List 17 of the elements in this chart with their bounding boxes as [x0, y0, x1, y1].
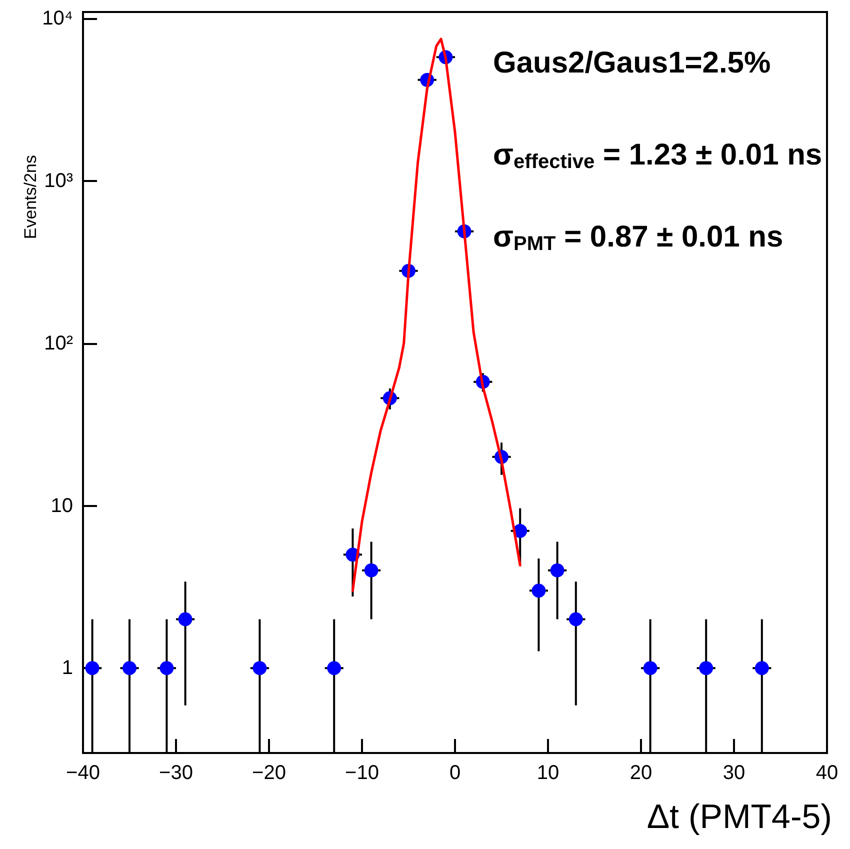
- y-tick-label: 10²: [44, 332, 74, 354]
- x-tick-label: 0: [449, 762, 461, 784]
- y-axis-title: Events/2ns: [21, 154, 40, 240]
- y-tick-label: 10: [50, 494, 73, 517]
- x-tick-label: 40: [816, 762, 838, 784]
- x-tick-label: −10: [345, 762, 379, 784]
- x-tick-label: −30: [159, 762, 193, 784]
- x-tick-label: 30: [722, 762, 746, 784]
- y-tick-label: 1: [62, 657, 73, 680]
- x-tick-label: 20: [630, 762, 652, 784]
- x-tick-label: 10: [536, 762, 560, 784]
- x-axis-title: Δt (PMT4-5): [646, 798, 832, 836]
- annotation: Gaus2/Gaus1=2.5%: [493, 46, 771, 80]
- x-tick-label: −20: [252, 762, 286, 784]
- y-tick-label: 10⁴: [42, 8, 73, 30]
- y-tick-label: 10³: [44, 170, 74, 192]
- x-tick-label: −40: [66, 762, 100, 784]
